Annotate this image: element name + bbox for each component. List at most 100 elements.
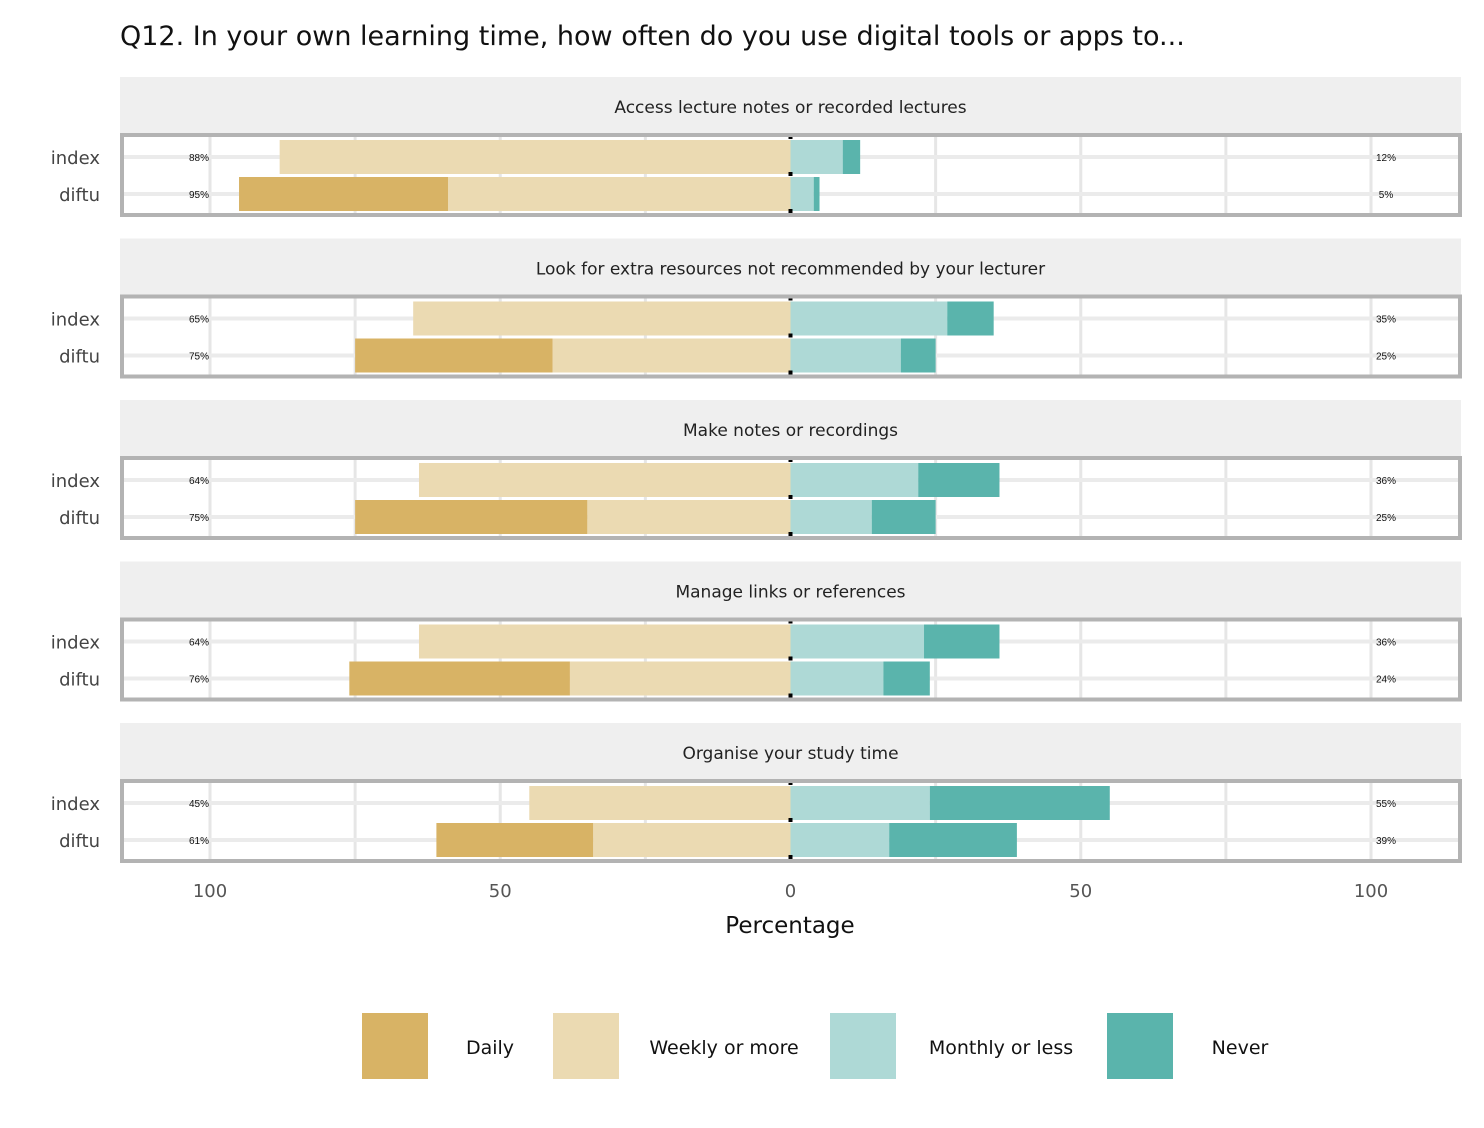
left-percentage-label: 75% — [189, 352, 209, 363]
facet-panel: Look for extra resources not recommended… — [51, 238, 1462, 379]
panel-border — [120, 133, 1462, 217]
x-tick-label: 50 — [489, 881, 512, 902]
row-label: diftu — [59, 508, 100, 529]
bar-segment-weekly-or-more — [587, 500, 791, 534]
bar-segment-weekly-or-more — [569, 661, 791, 696]
right-percentage-label: 55% — [1376, 799, 1396, 810]
bar-segment-never — [929, 786, 1110, 820]
x-tick-label: 100 — [193, 881, 227, 902]
x-axis-title: Percentage — [725, 913, 854, 939]
left-percentage-label: 76% — [189, 675, 209, 686]
facet-strip-title: Organise your study time — [682, 744, 898, 764]
legend-swatch — [362, 1013, 428, 1079]
right-percentage-label: 12% — [1376, 153, 1396, 164]
x-tick-label: 0 — [785, 881, 796, 902]
left-percentage-label: 65% — [189, 315, 209, 326]
row-label: diftu — [59, 347, 100, 368]
left-percentage-label: 64% — [189, 638, 209, 649]
right-percentage-label: 24% — [1376, 675, 1396, 686]
chart-title: Q12. In your own learning time, how ofte… — [120, 21, 1185, 52]
panel-border — [120, 617, 1462, 702]
bar-segment-daily — [436, 823, 594, 857]
bar-segment-weekly-or-more — [418, 624, 791, 659]
bar-segment-never — [924, 624, 1000, 659]
panel-border — [120, 779, 1462, 863]
left-percentage-label: 45% — [189, 799, 209, 810]
bar-segment-monthly-or-less — [790, 661, 884, 696]
legend: Daily Weekly or more Monthly or less Never — [362, 1013, 1269, 1079]
bar-segment-daily — [239, 177, 449, 211]
right-percentage-label: 36% — [1376, 476, 1396, 487]
bar-segment-weekly-or-more — [552, 338, 791, 373]
facet-strip — [120, 400, 1461, 457]
row-label: index — [51, 310, 101, 331]
bar-segment-monthly-or-less — [790, 140, 843, 174]
bar-segment-monthly-or-less — [790, 463, 919, 497]
bar-segment-weekly-or-more — [448, 177, 791, 211]
bar-segment-weekly-or-more — [418, 463, 791, 497]
facet-strip — [120, 77, 1461, 134]
x-tick-label: 100 — [1354, 881, 1388, 902]
legend-label: Monthly or less — [929, 1037, 1073, 1059]
legend-label: Daily — [466, 1037, 514, 1059]
bar-segment-monthly-or-less — [790, 786, 930, 820]
legend-swatch — [553, 1013, 619, 1079]
bar-segment-monthly-or-less — [790, 823, 890, 857]
bar-segment-never — [871, 500, 936, 534]
bar-segment-daily — [355, 338, 553, 373]
right-percentage-label: 39% — [1376, 836, 1396, 847]
bar-segment-never — [842, 140, 861, 174]
row-label: index — [51, 794, 101, 815]
right-percentage-label: 35% — [1376, 315, 1396, 326]
panel-border — [120, 456, 1462, 540]
row-label: diftu — [59, 185, 100, 206]
facet-panel: Manage links or references index 64% 36% dif… — [51, 561, 1462, 702]
right-percentage-label: 25% — [1376, 513, 1396, 524]
row-label: index — [51, 148, 101, 169]
bar-segment-never — [900, 338, 936, 373]
bar-segment-never — [883, 661, 930, 696]
bar-segment-daily — [355, 500, 588, 534]
right-percentage-label: 5% — [1379, 190, 1394, 201]
bar-segment-monthly-or-less — [790, 624, 925, 659]
panel-border — [120, 294, 1462, 379]
bar-segment-monthly-or-less — [790, 338, 901, 373]
facet-strip — [120, 723, 1461, 780]
facet-strip-title: Access lecture notes or recorded lecture… — [614, 98, 966, 118]
bar-segment-monthly-or-less — [790, 500, 872, 534]
row-label: index — [51, 633, 101, 654]
bar-segment-never — [918, 463, 1000, 497]
row-label: index — [51, 471, 101, 492]
bar-segment-weekly-or-more — [593, 823, 791, 857]
facet-strip-title: Make notes or recordings — [683, 421, 898, 441]
facet-strip-title: Manage links or references — [675, 583, 905, 603]
left-percentage-label: 64% — [189, 476, 209, 487]
bar-segment-weekly-or-more — [413, 301, 791, 336]
facet-panel: Organise your study time index 45% 55% diftu… — [51, 723, 1462, 863]
bar-segment-monthly-or-less — [790, 177, 814, 211]
row-label: diftu — [59, 670, 100, 691]
left-percentage-label: 88% — [189, 153, 209, 164]
legend-swatch — [1107, 1013, 1173, 1079]
x-tick-label: 50 — [1069, 881, 1092, 902]
bar-segment-never — [813, 177, 820, 211]
bar-segment-never — [947, 301, 994, 336]
legend-label: Weekly or more — [649, 1037, 798, 1059]
x-axis: 100 50 0 50 100 — [193, 881, 1388, 902]
bar-segment-weekly-or-more — [279, 140, 791, 174]
bar-segment-weekly-or-more — [529, 786, 791, 820]
bar-segment-never — [889, 823, 1017, 857]
bar-segment-daily — [349, 661, 570, 696]
facet-panel: Access lecture notes or recorded lecture… — [51, 77, 1462, 217]
legend-label: Never — [1212, 1037, 1269, 1059]
facet-panels: Access lecture notes or recorded lecture… — [51, 77, 1462, 863]
legend-swatch — [830, 1013, 896, 1079]
right-percentage-label: 36% — [1376, 638, 1396, 649]
facet-strip — [120, 238, 1461, 296]
facet-strip-title: Look for extra resources not recommended… — [536, 260, 1045, 280]
facet-panel: Make notes or recordings index 64% 36% diftu… — [51, 400, 1462, 540]
row-label: diftu — [59, 831, 100, 852]
left-percentage-label: 95% — [189, 190, 209, 201]
left-percentage-label: 75% — [189, 513, 209, 524]
